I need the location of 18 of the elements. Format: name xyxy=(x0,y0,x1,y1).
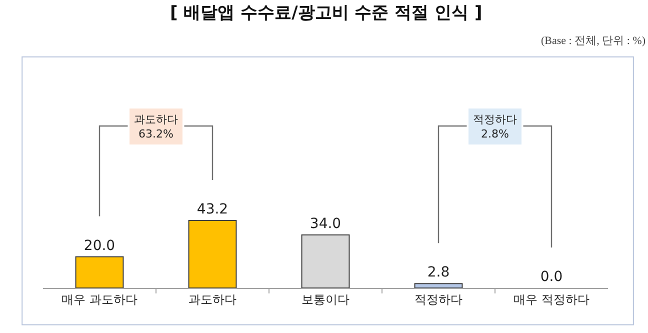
text: 적정하다 2.8% xyxy=(473,113,517,140)
data-label: 43.2 xyxy=(196,202,228,218)
text: 과도하다 63.2% xyxy=(134,113,178,140)
data-label: 2.8 xyxy=(427,264,450,281)
chart-title: [ 배달앱 수수료/광고비 수준 적절 인식 ] xyxy=(170,3,482,23)
x-tick-label: 적정하다 xyxy=(414,292,462,306)
chart-subtitle: (Base : 전체, 단위 : %) xyxy=(541,35,646,47)
data-label: 20.0 xyxy=(84,238,116,254)
x-tick-label: 매우 적정하다 xyxy=(514,292,590,306)
data-label: 0.0 xyxy=(540,269,563,285)
bar xyxy=(414,283,463,288)
bar xyxy=(301,234,350,288)
data-label: 34.0 xyxy=(310,216,342,232)
bar xyxy=(75,256,124,288)
bar xyxy=(188,220,237,288)
x-tick-label: 과도하다 xyxy=(188,292,236,306)
x-tick-label: 보통이다 xyxy=(302,292,350,306)
x-tick-label: 매우 과도하다 xyxy=(62,292,138,306)
